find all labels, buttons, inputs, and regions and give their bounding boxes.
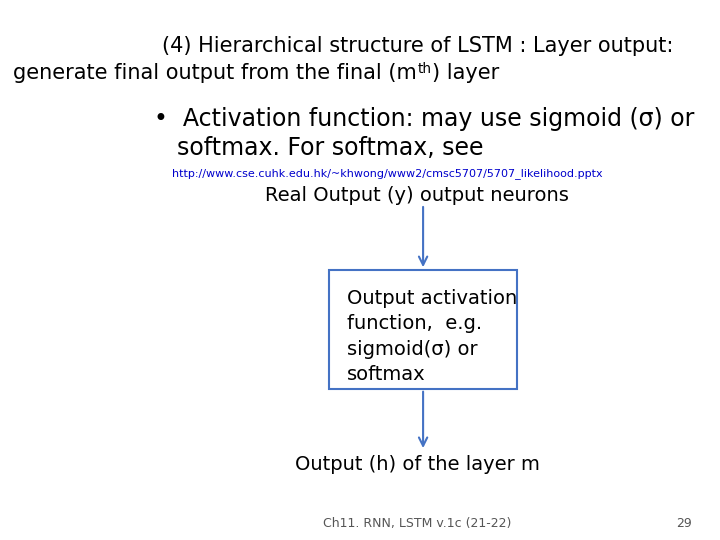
Text: http://www.cse.cuhk.edu.hk/~khwong/www2/cmsc5707/5707_likelihood.pptx: http://www.cse.cuhk.edu.hk/~khwong/www2/… [171,168,602,179]
Text: •  Activation function: may use sigmoid (σ) or: • Activation function: may use sigmoid (… [154,107,694,131]
FancyBboxPatch shape [330,270,517,389]
Text: generate final output from the final (m: generate final output from the final (m [14,63,417,83]
Text: 29: 29 [676,517,692,530]
Text: (4) Hierarchical structure of LSTM : Layer output:: (4) Hierarchical structure of LSTM : Lay… [161,36,673,56]
Text: softmax: softmax [347,365,426,384]
Text: Ch11. RNN, LSTM v.1c (21-22): Ch11. RNN, LSTM v.1c (21-22) [323,517,511,530]
Text: softmax. For softmax, see: softmax. For softmax, see [177,137,484,160]
Text: Output activation: Output activation [347,289,517,308]
Text: ) layer: ) layer [432,63,499,83]
Text: Output (h) of the layer m: Output (h) of the layer m [294,455,540,474]
Text: th: th [417,62,431,76]
Text: function,  e.g.: function, e.g. [347,314,482,333]
Text: Real Output (y) output neurons: Real Output (y) output neurons [265,186,570,205]
Text: sigmoid(σ) or: sigmoid(σ) or [347,340,477,359]
